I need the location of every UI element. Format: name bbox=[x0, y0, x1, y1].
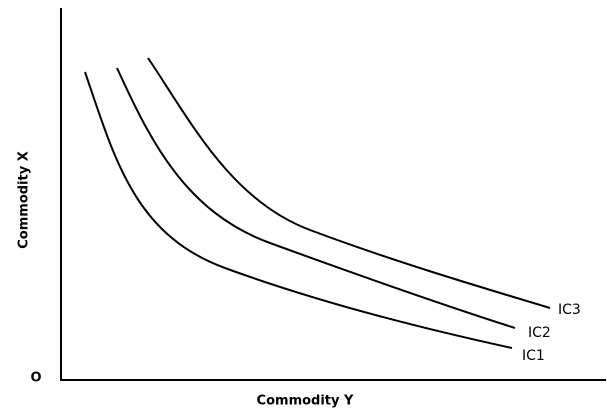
curve-label: IC2 bbox=[528, 325, 551, 341]
y-axis-label: Commodity X bbox=[17, 151, 32, 249]
origin-label: O bbox=[30, 371, 41, 386]
x-axis-label: Commodity Y bbox=[257, 394, 354, 409]
curve-label: IC3 bbox=[558, 302, 581, 318]
indifference-curve bbox=[84, 71, 513, 349]
indifference-curve bbox=[147, 57, 551, 309]
indifference-curve bbox=[116, 67, 516, 329]
curve-label: IC1 bbox=[522, 348, 545, 364]
